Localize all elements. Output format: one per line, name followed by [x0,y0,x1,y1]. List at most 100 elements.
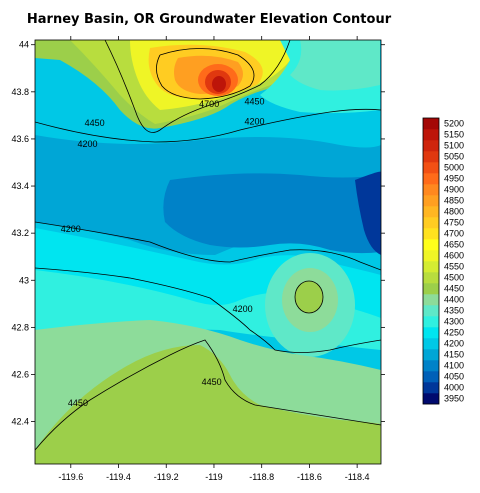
colorbar-label: 4550 [444,262,464,272]
colorbar-swatch [423,151,439,163]
colorbar-label: 4050 [444,372,464,382]
colorbar-label: 5000 [444,163,464,173]
colorbar-swatch [423,272,439,284]
colorbar-label: 4150 [444,350,464,360]
y-tick-label: 42.4 [11,417,29,427]
contour-line-4450-south [35,339,381,451]
contour-line-4200-south [35,267,381,353]
contour-region-northeast-4350 [290,40,380,91]
colorbar: 3950400040504100415042004250430043504400… [422,117,464,405]
y-tick-label: 44 [19,40,29,50]
colorbar-label: 4800 [444,207,464,217]
colorbar-label: 4000 [444,383,464,393]
contour-field [35,40,381,464]
x-tick-label: -118.8 [249,472,274,482]
colorbar-frame [422,117,440,405]
x-tick-label: -119.4 [106,472,131,482]
colorbar-label: 4400 [444,295,464,305]
colorbar-label: 5050 [444,152,464,162]
colorbar-swatch [423,173,439,185]
colorbar-swatch [423,360,439,372]
colorbar-swatch [423,393,439,405]
y-tick-label: 43.2 [11,228,29,238]
contour-line-4450-mound [294,280,324,314]
colorbar-swatch [423,294,439,306]
y-tick-label: 43.6 [11,134,29,144]
y-axis: 42.4 42.6 42.8 43 43.2 43.4 43.6 43.8 44 [11,40,385,427]
colorbar-swatch [423,140,439,152]
colorbar-swatch [423,327,439,339]
colorbar-swatch [423,349,439,361]
y-tick-label: 43 [19,275,29,285]
colorbar-swatch [423,129,439,141]
colorbar-swatch [423,316,439,328]
contour-label: 4450 [68,398,88,408]
colorbar-label: 5200 [444,119,464,129]
x-axis: -119.6 -119.4 -119.2 -119 -118.8 -118.6 -118.4 [58,36,370,482]
colorbar-label: 4600 [444,251,464,261]
colorbar-swatch [423,118,439,130]
colorbar-label: 4950 [444,174,464,184]
colorbar-label: 4350 [444,306,464,316]
colorbar-label: 4300 [444,317,464,327]
x-tick-label: -119.6 [58,472,83,482]
colorbar-swatch [423,261,439,273]
chart-title: Harney Basin, OR Groundwater Elevation C… [27,12,392,27]
contour-label: 4200 [245,117,265,127]
x-tick-label: -119.2 [154,472,179,482]
contour-line-4200-north [35,108,381,143]
contour-line-4700-north [156,48,255,100]
plot-frame [34,39,382,465]
colorbar-swatch [423,371,439,383]
colorbar-label: 4750 [444,218,464,228]
x-tick-label: -118.6 [297,472,322,482]
colorbar-swatch [423,162,439,174]
contour-label: 4450 [202,377,222,387]
contour-region-south-4450 [35,345,381,464]
contour-mound-4450 [295,281,323,313]
colorbar-label: 4850 [444,196,464,206]
colorbar-label: 4900 [444,185,464,195]
contour-label: 4450 [85,118,105,128]
colorbar-swatch [423,382,439,394]
contour-lines [35,40,381,451]
colorbar-label: 4500 [444,273,464,283]
contour-region-basin-4050 [355,171,381,255]
colorbar-swatch [423,338,439,350]
contour-labels: 4700 4450 4450 4200 4200 4200 4200 4450 4450 [61,97,265,409]
contour-line-4200-mid [35,221,381,271]
contour-region-basin-4100 [163,173,381,254]
colorbar-swatch [423,217,439,229]
y-tick-label: 43.4 [11,181,29,191]
contour-label: 4700 [199,99,219,109]
colorbar-swatch [423,206,439,218]
colorbar-swatch [423,195,439,207]
x-tick-label: -118.4 [345,472,370,482]
colorbar-swatch [423,250,439,262]
y-tick-label: 42.8 [11,322,29,332]
colorbar-label: 4450 [444,284,464,294]
colorbar-label: 5150 [444,130,464,140]
colorbar-swatch [423,305,439,317]
contour-label: 4200 [233,304,253,314]
x-tick-label: -119 [205,472,222,482]
contour-label: 4450 [245,97,265,107]
colorbar-swatch [423,184,439,196]
contour-peak-5100 [212,76,226,92]
y-tick-label: 43.8 [11,87,29,97]
y-tick-label: 42.6 [11,369,29,379]
colorbar-swatch [423,228,439,240]
colorbar-label: 5100 [444,141,464,151]
colorbar-label: 3950 [444,394,464,404]
colorbar-label: 4100 [444,361,464,371]
colorbar-swatch [423,283,439,295]
contour-label: 4200 [61,224,81,234]
colorbar-label: 4700 [444,229,464,239]
contour-label: 4200 [77,139,97,149]
colorbar-label: 4200 [444,339,464,349]
colorbar-label: 4650 [444,240,464,250]
colorbar-swatch [423,239,439,251]
colorbar-label: 4250 [444,328,464,338]
contour-line-4450-north [104,40,291,133]
